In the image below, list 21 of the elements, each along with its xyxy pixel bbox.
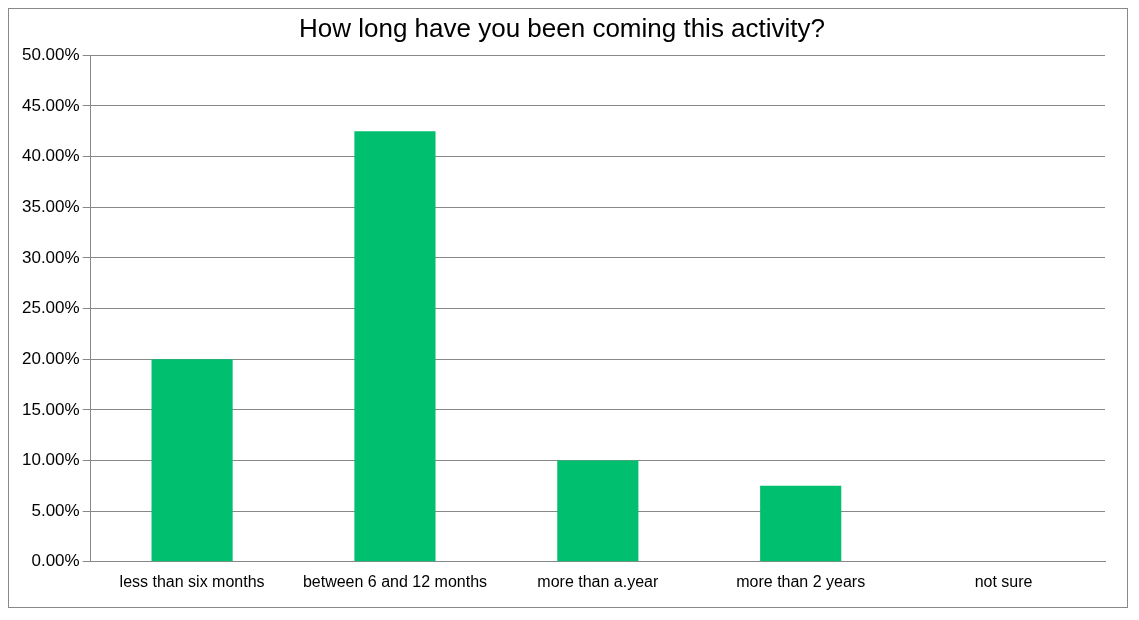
bar (557, 460, 639, 562)
bar (354, 131, 436, 562)
bar (760, 485, 842, 562)
x-tick-label: less than six months (119, 572, 265, 590)
x-tick-label: more than 2 years (736, 572, 866, 590)
y-tick-label: 0.00% (31, 551, 80, 571)
x-tick-label: between 6 and 12 months (302, 572, 488, 590)
y-tick-label: 10.00% (21, 450, 80, 470)
y-tick-label: 50.00% (21, 44, 80, 64)
y-tick-label: 25.00% (21, 298, 80, 318)
x-tick-label: more than a.year (537, 572, 659, 590)
chart-title: How long have you been coming this activity? (298, 12, 826, 43)
bar (151, 359, 233, 562)
y-tick-label: 35.00% (21, 196, 80, 216)
y-tick-label: 30.00% (21, 247, 80, 267)
y-tick-label: 15.00% (21, 399, 80, 419)
x-tick-label: not sure (974, 572, 1033, 590)
y-tick-label: 45.00% (21, 95, 80, 115)
y-tick-label: 20.00% (21, 348, 80, 368)
y-tick-label: 5.00% (31, 500, 80, 520)
y-tick-label: 40.00% (21, 146, 80, 166)
